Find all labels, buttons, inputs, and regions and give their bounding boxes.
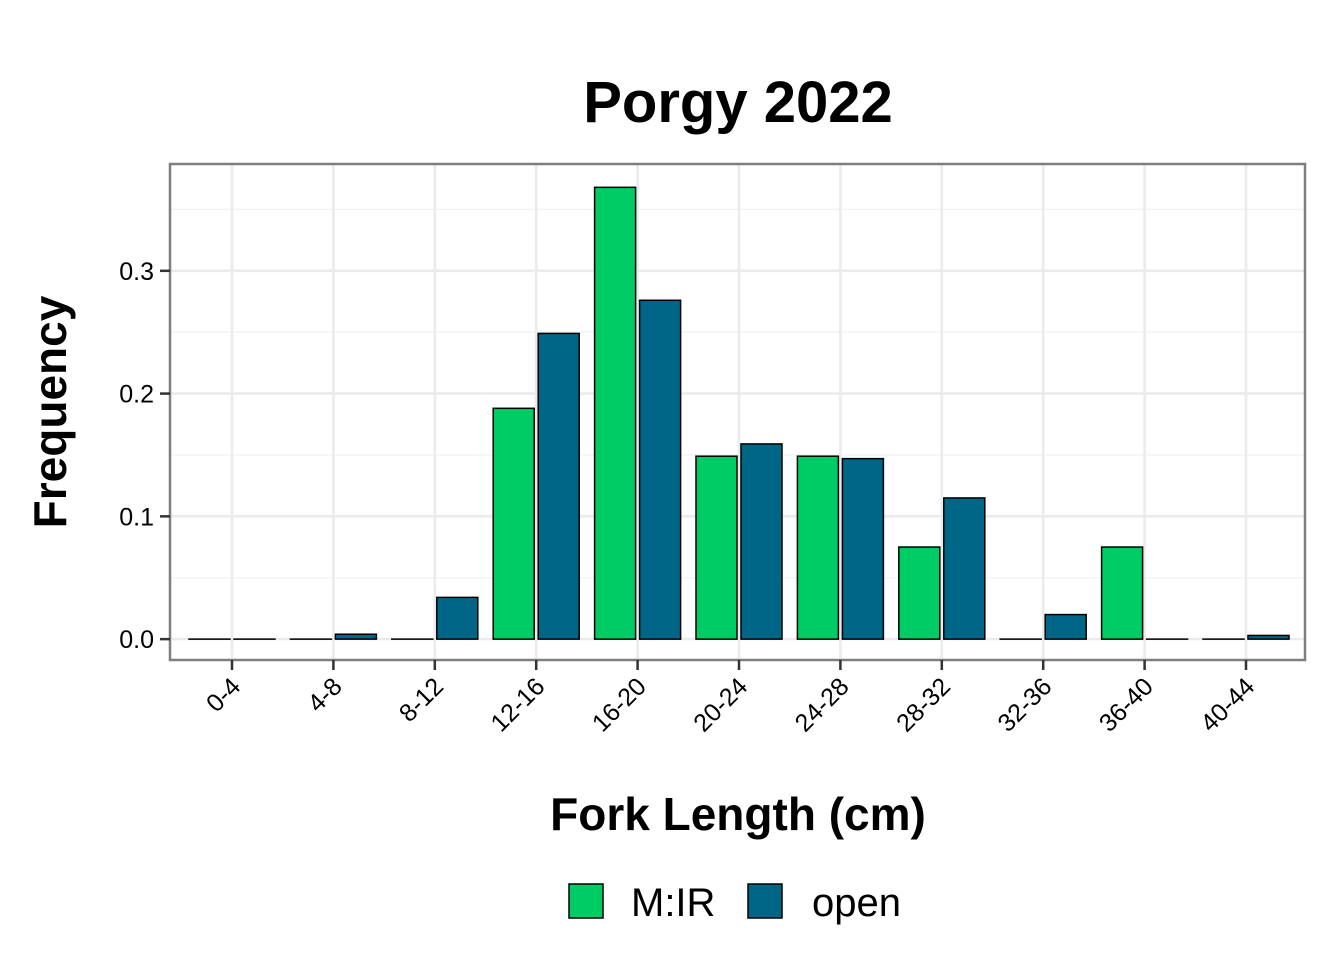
x-tick-label: 40-44 [1195, 672, 1260, 737]
x-tick-label: 0-4 [201, 672, 246, 717]
bar-m-ir-12-16 [492, 407, 535, 640]
y-axis: 0.0 0.1 0.2 0.3 [119, 258, 170, 654]
x-tick-label: 4-8 [302, 672, 347, 717]
legend-key-m-ir [568, 883, 604, 919]
bar-open-4-8 [334, 633, 378, 640]
x-tick-label: 36-40 [1094, 672, 1159, 737]
x-tick-label: 8-12 [394, 672, 449, 727]
bar-open-40-44 [1247, 634, 1290, 640]
x-tick-label: 32-36 [992, 672, 1057, 737]
bar-m-ir-28-32 [898, 546, 941, 640]
bar-m-ir-36-40 [1100, 546, 1144, 640]
bar-open-12-16 [537, 332, 580, 640]
plot-border [168, 162, 1307, 662]
bar-open-20-24 [740, 443, 783, 640]
bar-open-24-28 [841, 457, 885, 640]
bar-open-28-32 [943, 497, 986, 640]
bar-m-ir-20-24 [695, 455, 738, 640]
bar-open-32-36 [1044, 613, 1087, 640]
x-tick-label: 24-28 [790, 672, 855, 737]
bars [188, 186, 1290, 640]
bar-open-8-12 [436, 596, 479, 640]
y-tick-label: 0.3 [119, 258, 154, 286]
y-tick-label: 0.1 [119, 503, 154, 531]
bar-open-16-20 [638, 299, 682, 640]
grid-lines [170, 164, 1305, 660]
legend: M:IR open [568, 881, 901, 925]
bar-m-ir-16-20 [593, 186, 637, 640]
legend-label: M:IR [631, 881, 715, 925]
legend-key-open [747, 883, 783, 919]
x-axis: 0-4 4-8 8-12 12-16 16-20 20-24 24-28 28-32 32-36… [201, 660, 1260, 737]
x-tick-label: 20-24 [688, 672, 753, 737]
x-tick-label: 28-32 [891, 672, 956, 737]
x-axis-title: Fork Length (cm) [550, 788, 926, 840]
legend-label: open [812, 881, 901, 925]
y-axis-title: Frequency [24, 295, 76, 528]
x-tick-label: 12-16 [485, 672, 550, 737]
y-tick-label: 0.0 [119, 626, 154, 654]
chart-title: Porgy 2022 [583, 70, 893, 135]
y-tick-label: 0.2 [119, 381, 154, 409]
bar-m-ir-24-28 [796, 455, 840, 640]
x-tick-label: 16-20 [587, 672, 652, 737]
